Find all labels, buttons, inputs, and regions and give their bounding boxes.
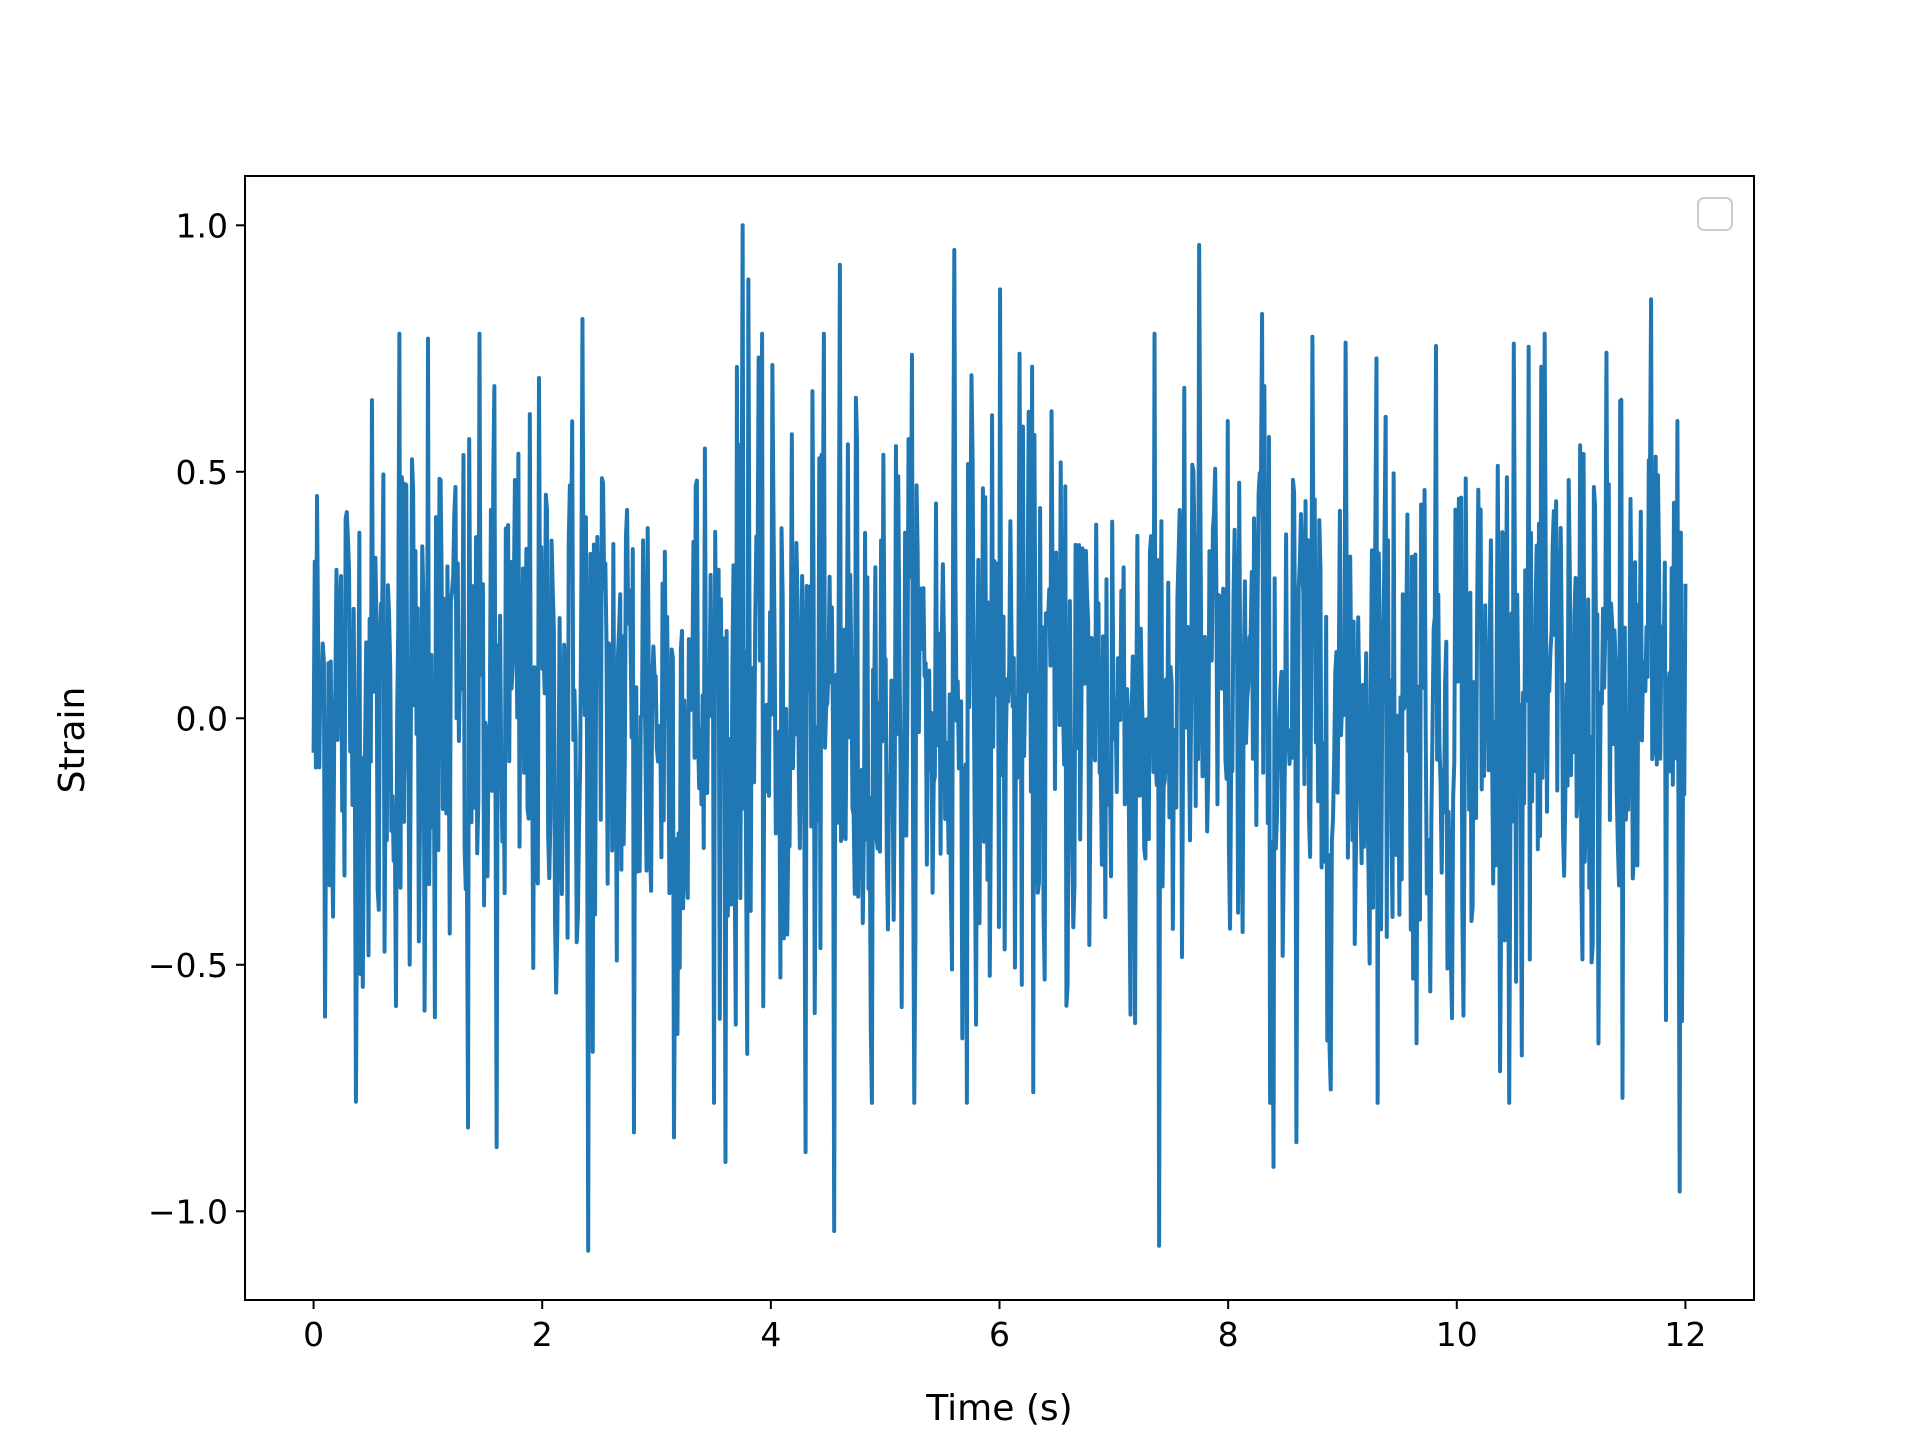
x-tick-label: 12 [1664, 1315, 1706, 1354]
y-axis-label: Strain [52, 687, 93, 794]
y-tick-label: 0.5 [176, 453, 228, 492]
x-axis-label: Time (s) [925, 1388, 1072, 1429]
y-tick-label: −1.0 [148, 1192, 228, 1231]
y-tick-label: 0.0 [176, 699, 228, 738]
series-layer [311, 223, 1688, 1253]
x-tick-label: 4 [760, 1315, 781, 1354]
x-tick-label: 2 [532, 1315, 553, 1354]
x-tick-label: 0 [303, 1315, 324, 1354]
legend-frame [1697, 197, 1733, 231]
y-tick-label: 1.0 [176, 206, 228, 245]
legend-box [1697, 197, 1733, 231]
y-tick-label: −0.5 [148, 946, 228, 985]
x-tick-label: 10 [1436, 1315, 1478, 1354]
strain-series-line [311, 223, 1688, 1253]
x-tick-label: 8 [1218, 1315, 1239, 1354]
x-tick-label: 6 [989, 1315, 1010, 1354]
ticks-layer: 0 2 4 6 8 10 12 −1.0 −0.5 0.0 0.5 1.0 [148, 206, 1707, 1354]
